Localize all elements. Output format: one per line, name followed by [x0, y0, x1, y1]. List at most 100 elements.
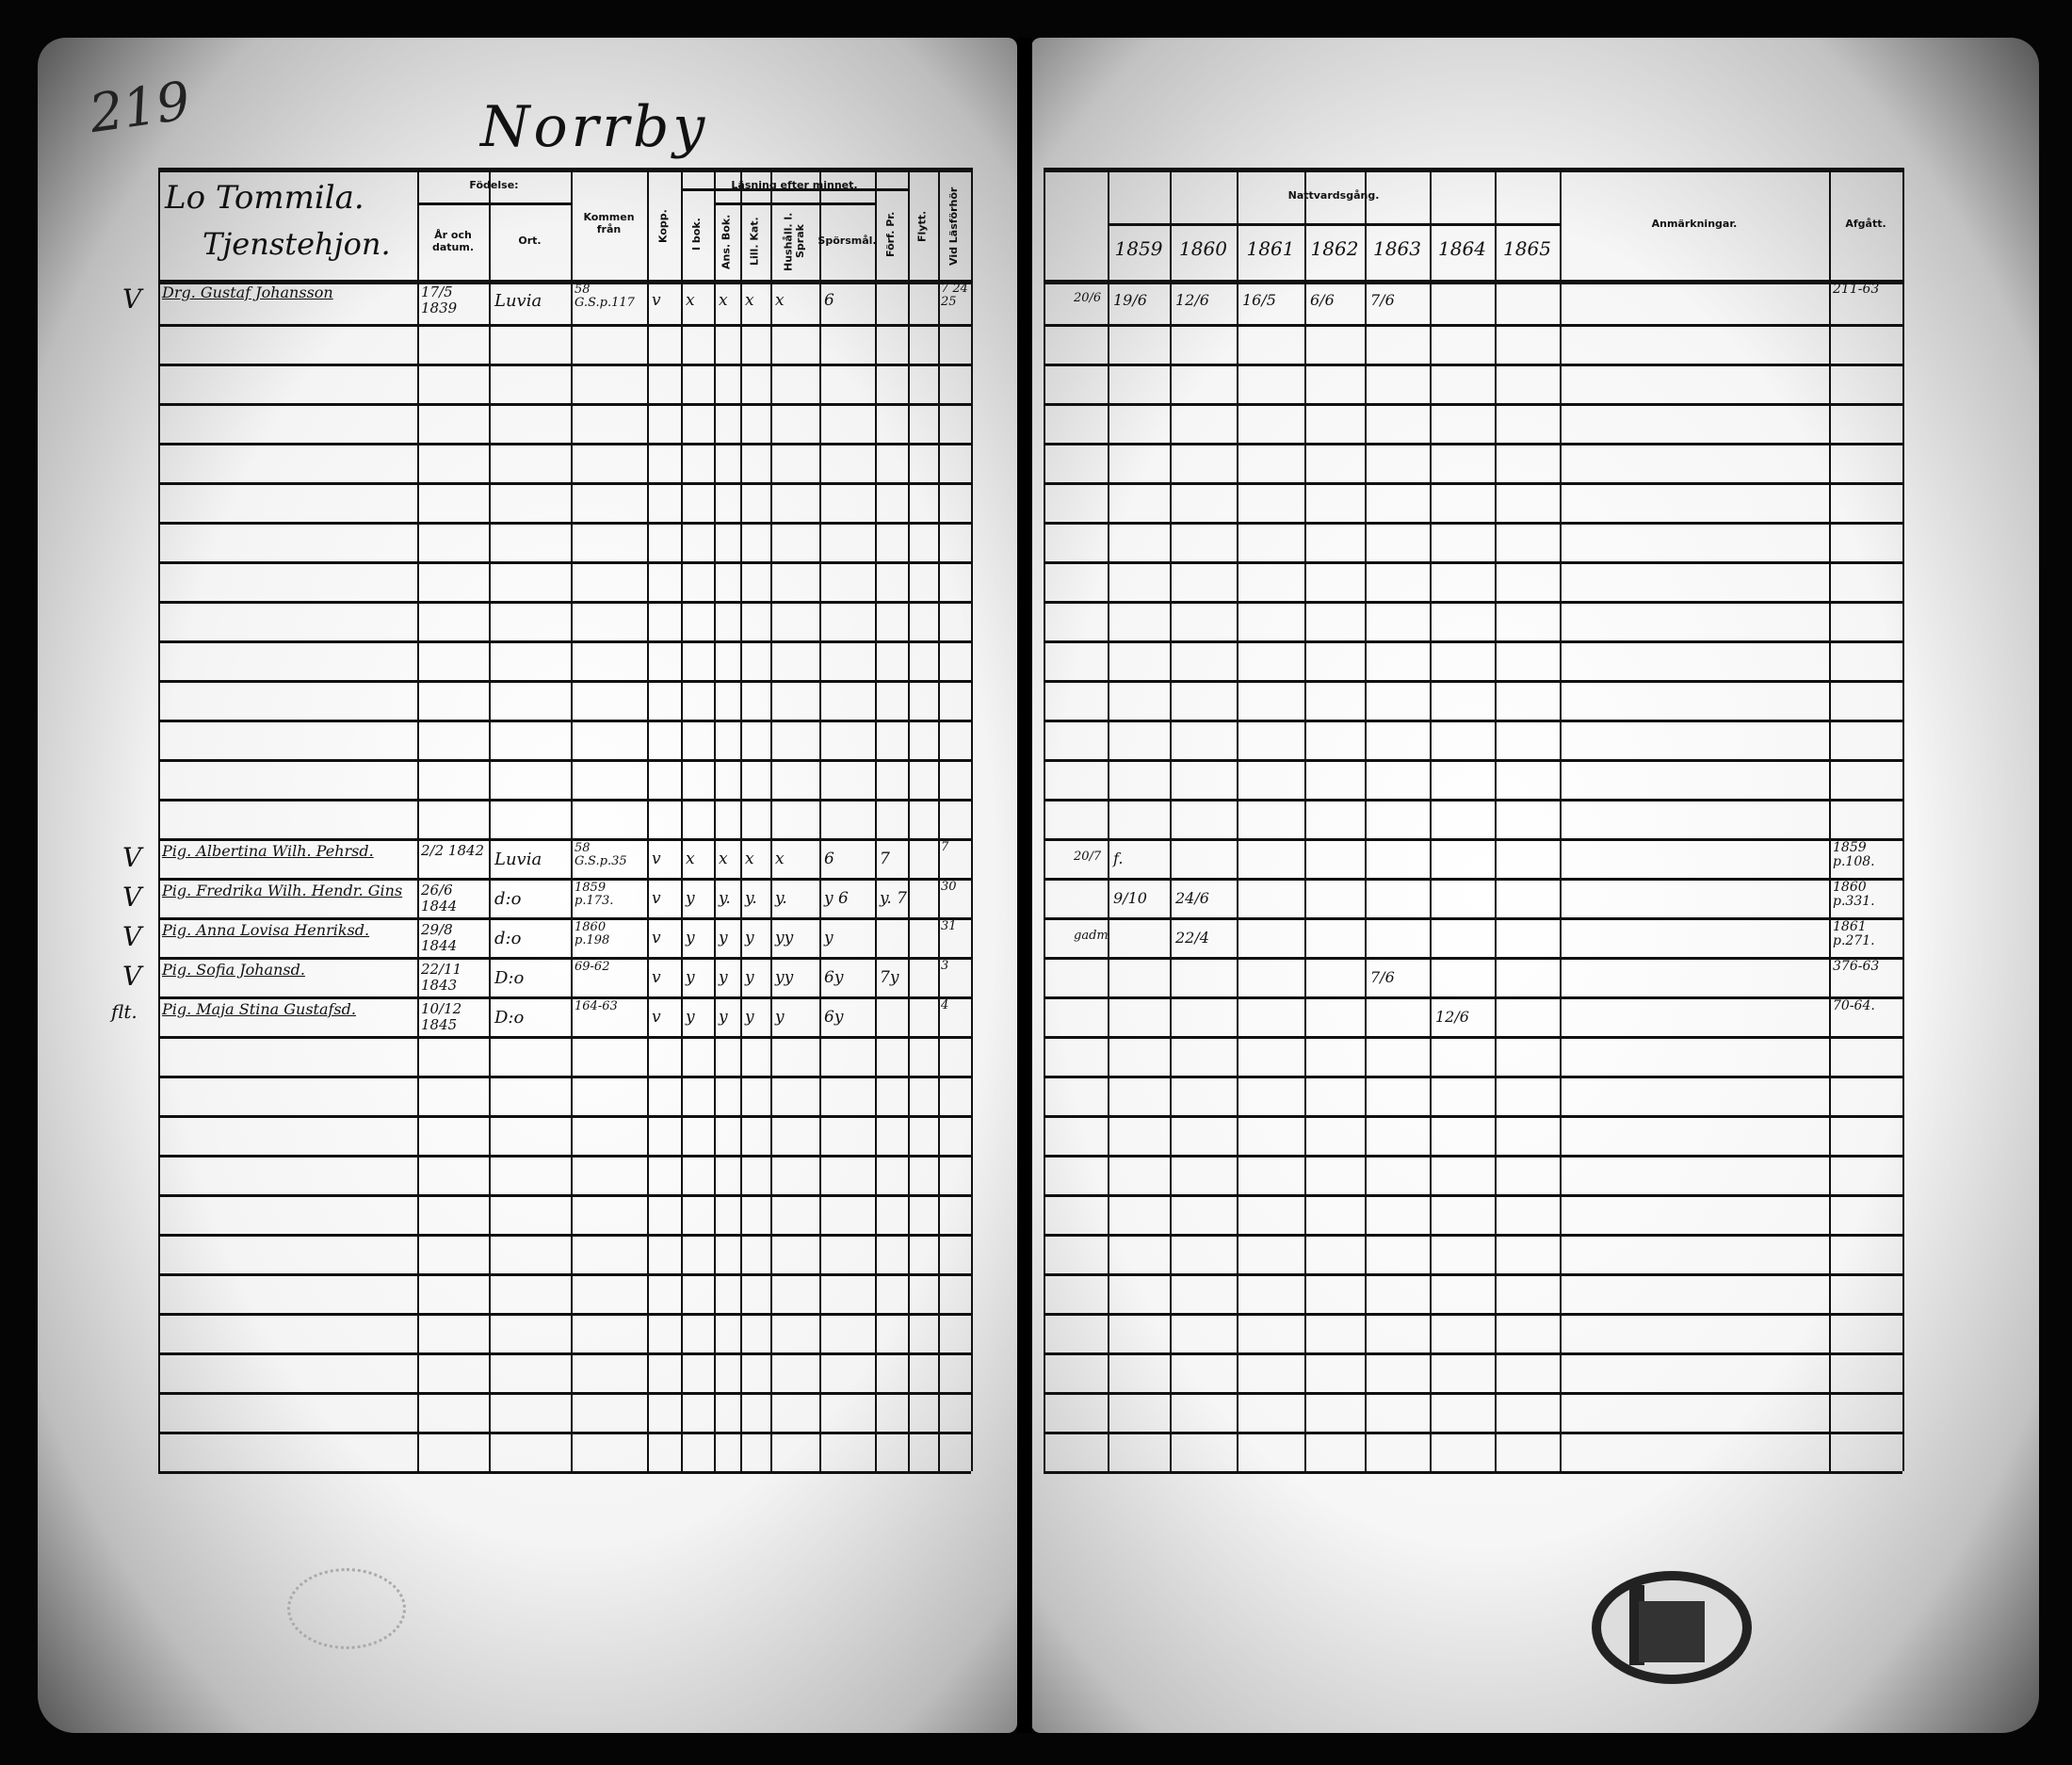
came-from: 1860 p.198	[575, 920, 610, 947]
check-mark: V	[122, 921, 142, 952]
right-row-line	[1044, 1273, 1902, 1276]
departed: 1861 p.271.	[1833, 919, 1875, 948]
reading-mark: v	[652, 929, 661, 947]
header-household: Hushåll. l. Sprak	[782, 212, 806, 271]
departed: 1860 p.331.	[1833, 880, 1875, 909]
birth-date: 29/8 1844	[421, 921, 458, 954]
church-graphic	[1639, 1601, 1705, 1662]
communion-date: 7/6	[1370, 968, 1395, 986]
communion-date: 7/6	[1370, 291, 1395, 309]
right-column-line	[1560, 168, 1562, 1471]
left-row-line	[158, 324, 971, 327]
reading-mark: y	[745, 929, 754, 947]
reading-mark: y	[824, 929, 834, 947]
check-mark: V	[122, 882, 142, 913]
communion-date: 12/6	[1435, 1008, 1469, 1026]
right-row-line	[1044, 957, 1902, 960]
header-understanding: Förf. Pr.	[884, 211, 898, 258]
header-year-1864: 1864	[1438, 237, 1486, 260]
right-page	[1031, 38, 2039, 1733]
left-row-line	[158, 1036, 971, 1039]
left-row-line	[158, 1352, 971, 1355]
person-name: Pig. Maja Stina Gustafsd.	[162, 1000, 356, 1018]
departed: 70-64.	[1833, 998, 1875, 1013]
came-from: 58 G.S.p.35	[575, 841, 627, 868]
right-row-line	[1044, 996, 1902, 999]
communion-stub: 20/7	[1074, 850, 1102, 864]
departed: 376-63	[1833, 959, 1880, 974]
right-row-line	[1044, 324, 1902, 327]
reading-mark: y.	[719, 889, 731, 908]
person-name: Drg. Gustaf Johansson	[162, 283, 333, 301]
communion-date: 6/6	[1310, 291, 1335, 309]
left-row-line	[158, 996, 971, 999]
left-row-line	[158, 482, 971, 485]
person-name: Pig. Sofia Johansd.	[162, 961, 305, 979]
reading-mark: y	[745, 968, 754, 987]
left-row-line	[158, 1234, 971, 1237]
left-column-line	[647, 168, 649, 1471]
header-year-1860: 1860	[1179, 237, 1227, 260]
reading-mark: y	[686, 1008, 695, 1027]
reading-mark: 6y	[824, 1008, 844, 1027]
check-mark: flt.	[111, 1000, 138, 1023]
left-page	[38, 38, 1017, 1733]
left-row-line	[158, 917, 971, 920]
right-row-line	[1044, 1194, 1902, 1197]
birth-place: d:o	[494, 889, 522, 909]
birth-subheader-line	[417, 202, 571, 205]
right-row-line	[1044, 759, 1902, 762]
reading-mark: v	[652, 968, 661, 987]
section-title: Lo Tommila.	[165, 179, 364, 217]
reading-mark: x	[745, 850, 754, 868]
birth-date: 10/12 1845	[421, 1000, 462, 1033]
left-row-line	[158, 443, 971, 445]
right-row-line	[1044, 1155, 1902, 1158]
right-row-line	[1044, 1392, 1902, 1395]
header-birth: Födelse:	[469, 179, 519, 192]
left-row-line	[158, 1076, 971, 1078]
left-row-line	[158, 1313, 971, 1316]
person-name: Pig. Fredrika Wilh. Hendr. Gins	[162, 882, 403, 899]
village-name: Norrby	[480, 94, 709, 160]
header-questions: Spörsmål.	[817, 235, 877, 248]
left-row-line	[158, 522, 971, 525]
left-row-line	[158, 1392, 971, 1395]
header-year-1863: 1863	[1373, 237, 1421, 260]
left-row-line	[158, 957, 971, 960]
right-column-line	[1430, 168, 1432, 1471]
right-row-line	[1044, 838, 1902, 841]
right-row-line	[1044, 1036, 1902, 1039]
reading-mark: y. 7	[880, 889, 907, 908]
reading-mark: x	[719, 850, 728, 868]
reading-mark: y.	[745, 889, 757, 908]
left-row-line	[158, 799, 971, 802]
birth-place: Luvia	[494, 291, 542, 311]
check-mark: V	[122, 842, 142, 873]
right-row-line	[1044, 720, 1902, 722]
left-column-line	[571, 168, 573, 1471]
left-row-line	[158, 561, 971, 564]
right-row-line	[1044, 1115, 1902, 1118]
left-table-top-border	[158, 168, 971, 172]
communion-date: 22/4	[1175, 929, 1209, 947]
right-row-line	[1044, 482, 1902, 485]
right-column-line	[1108, 168, 1109, 1471]
memory-subheader-line	[714, 202, 875, 205]
reading-mark: x	[686, 850, 695, 868]
left-column-line	[938, 168, 940, 1471]
came-from: 69-62	[575, 960, 610, 974]
reading-mark: x	[686, 291, 695, 310]
reading-mark: yy	[775, 929, 794, 947]
birth-date: 26/6 1844	[421, 882, 458, 915]
right-row-line	[1044, 878, 1902, 881]
birth-date: 22/11 1843	[421, 961, 462, 994]
left-row-line	[158, 1471, 971, 1474]
departed: 211-63	[1833, 282, 1880, 297]
communion-subheader-line	[1108, 223, 1560, 226]
header-year-1862: 1862	[1310, 237, 1359, 260]
reading-mark: v	[652, 291, 661, 310]
left-row-line	[158, 364, 971, 366]
reading-mark: y	[686, 968, 695, 987]
left-row-line	[158, 838, 971, 841]
